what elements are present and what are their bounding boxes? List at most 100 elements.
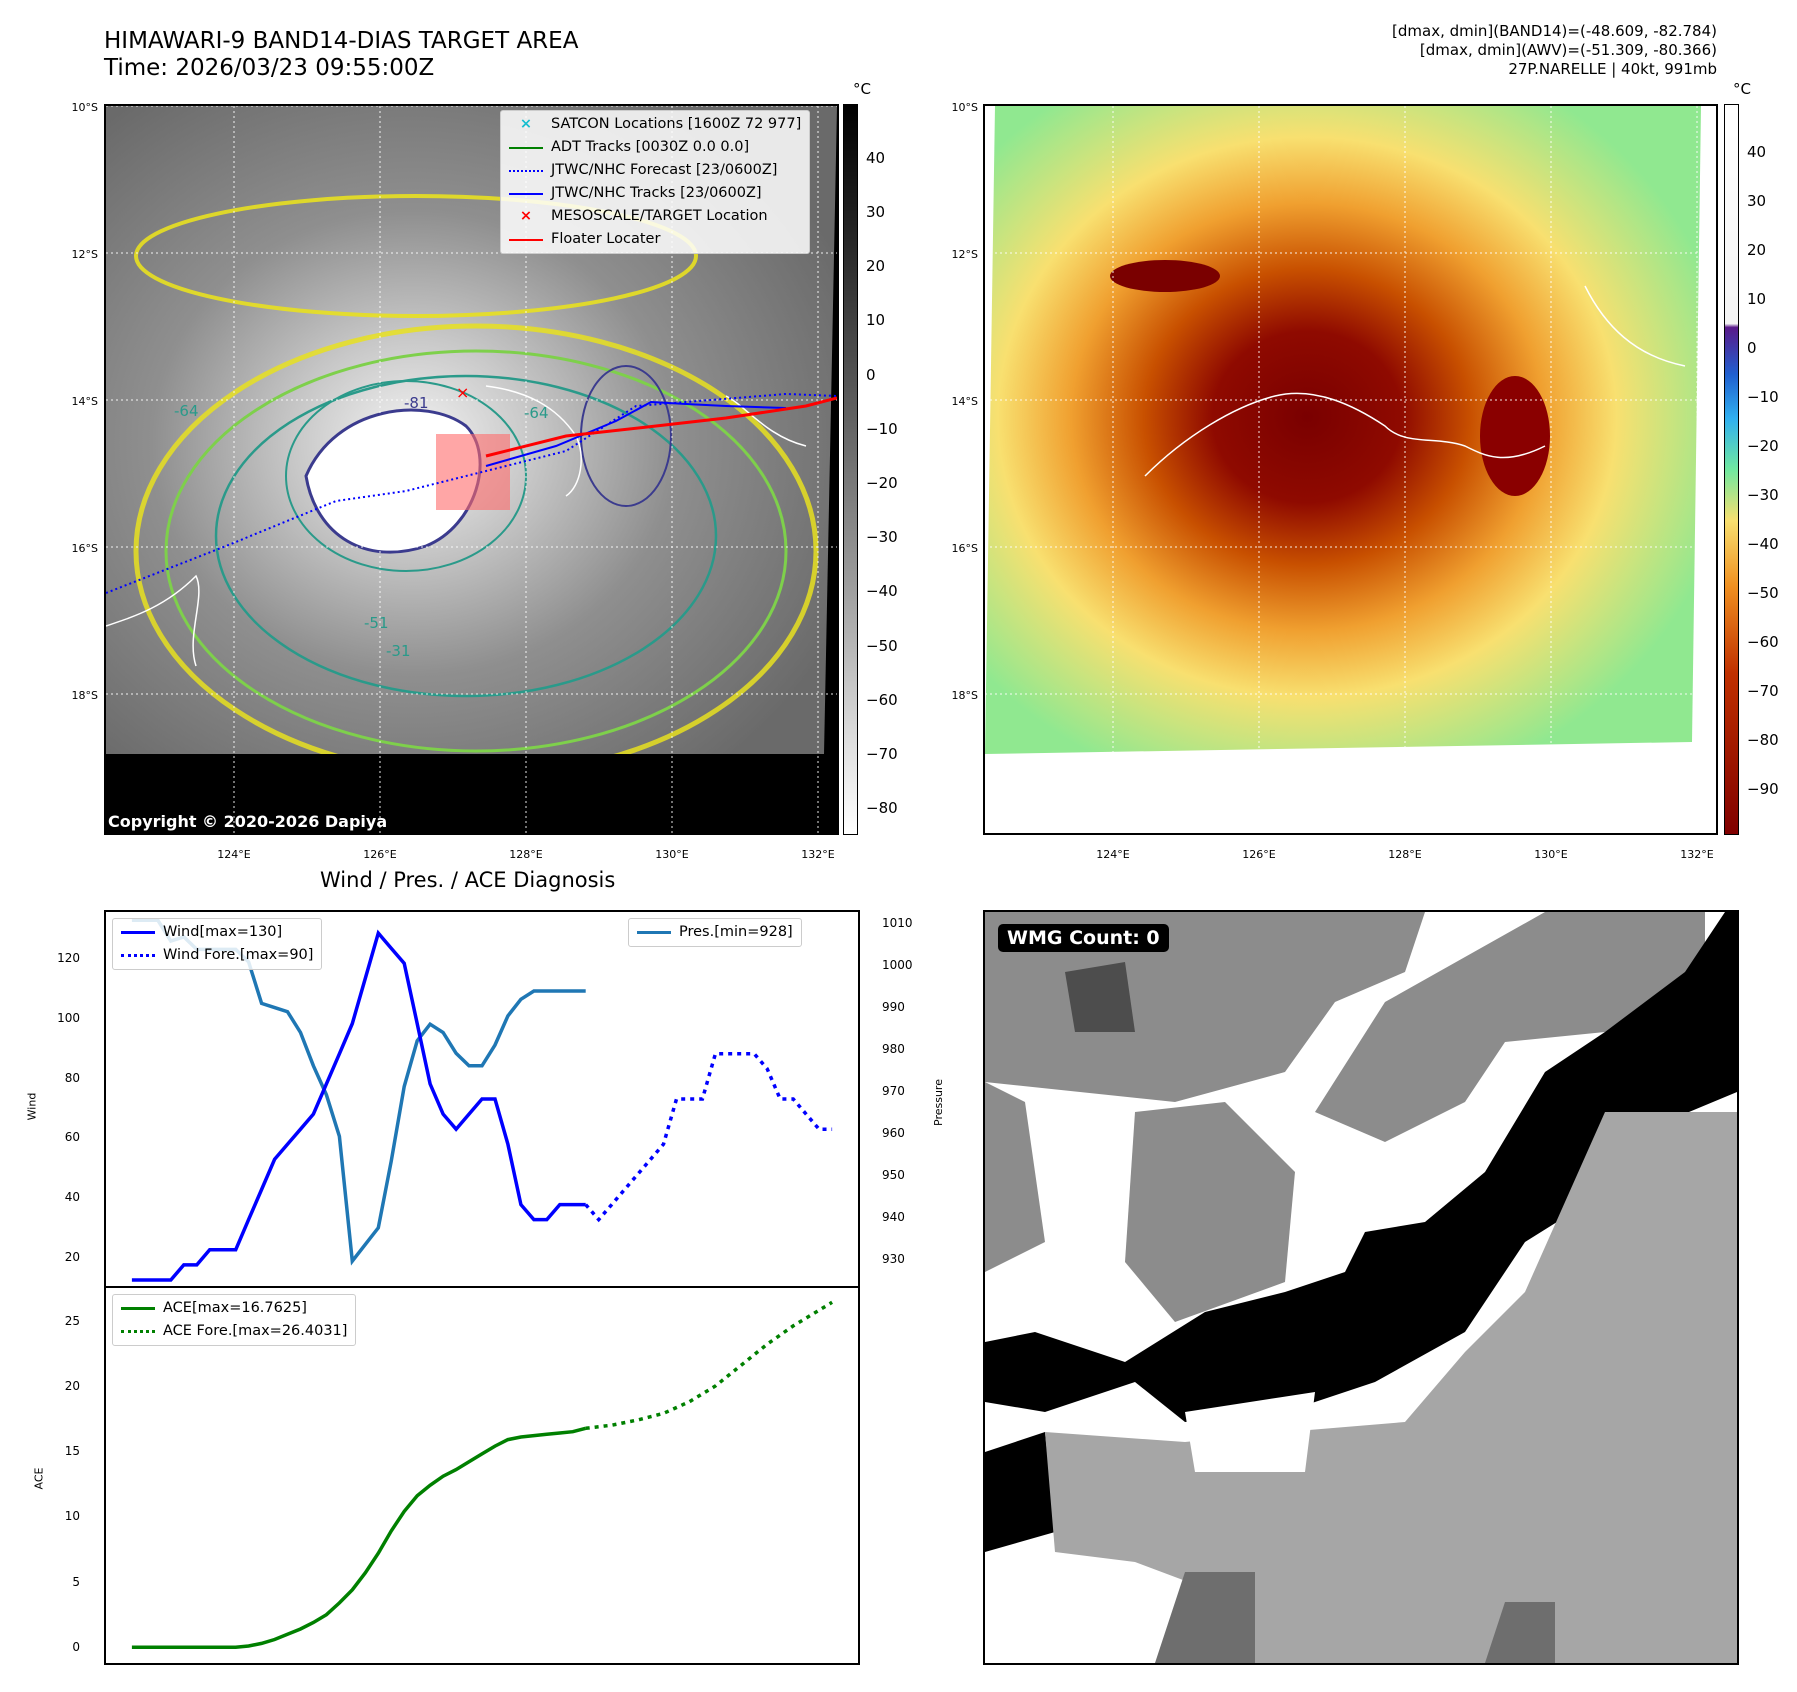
satellite-image: [106, 106, 837, 754]
gray-tick: −70: [866, 745, 898, 763]
wmg-panel: [983, 910, 1739, 1665]
cold-cloud-patch-east: [1480, 376, 1550, 496]
gray-tick: −20: [866, 474, 898, 492]
color-colorbar-unit: °C: [1733, 80, 1751, 98]
lon-label: 128°E: [509, 848, 543, 861]
lat-label: 18°S: [951, 689, 978, 702]
wmg-count-badge: WMG Count: 0: [998, 924, 1169, 952]
wmg-map: [985, 912, 1737, 1663]
wind-ylabel: Wind: [25, 1092, 39, 1121]
lon-label: 130°E: [1534, 848, 1568, 861]
ace-legend: ACE[max=16.7625] ACE Fore.[max=26.4031]: [112, 1294, 357, 1346]
color-tick: −30: [1747, 486, 1779, 504]
pres-tick: 970: [882, 1084, 905, 1098]
band14-map: × -64 -81 -64 -31 -51: [106, 106, 837, 833]
ace-tick: 15: [64, 1444, 80, 1458]
contour-green: [164, 349, 788, 753]
contour-label-5: -51: [364, 614, 389, 632]
ace-plot: [131, 1300, 834, 1650]
gray-tick: −10: [866, 420, 898, 438]
awv-coastline: [1144, 285, 1686, 477]
wmg-gray-region-center: [1125, 1102, 1295, 1322]
wmg-black-band-sw: [985, 1432, 1055, 1552]
pressure-legend: Pres.[min=928]: [628, 918, 802, 947]
jtwc-forecast-line: [106, 392, 837, 594]
pres-tick: 960: [882, 1126, 905, 1140]
ace-ylabel: ACE: [32, 1467, 46, 1490]
wind-tick: 100: [57, 1011, 80, 1025]
wind-tick: 60: [64, 1130, 80, 1144]
wmg-light-gray-region: [1045, 1112, 1737, 1663]
ace-chart: [104, 1286, 860, 1665]
legend-item-ace-fore: ACE Fore.[max=26.4031]: [121, 1320, 347, 1343]
contour-teal: [214, 374, 718, 698]
mesoscale-target-marker: ×: [456, 383, 469, 402]
floater-line-icon: [509, 238, 543, 241]
legend-item-adt: ADT Tracks [0030Z 0.0 0.0]: [509, 136, 801, 159]
ace-tick: 20: [64, 1379, 80, 1393]
copyright-text: Copyright © 2020-2026 Dapiya: [108, 812, 388, 831]
series-line-ace-fore: [585, 1300, 834, 1431]
jtwc-track-line: [485, 400, 787, 467]
mesoscale-marker-icon: ×: [519, 208, 533, 224]
legend-item-wind-fore: Wind Fore.[max=90]: [121, 944, 313, 967]
legend-label-wind-fore: Wind Fore.[max=90]: [163, 947, 314, 963]
wmg-dark-gray-patch-2: [1485, 1602, 1555, 1663]
lat-label: 14°S: [71, 395, 98, 408]
lon-label: 126°E: [363, 848, 397, 861]
pres-tick: 950: [882, 1168, 905, 1182]
contour-label-2: -81: [404, 394, 429, 412]
lon-label: 128°E: [1388, 848, 1422, 861]
legend-item-jtwc-tracks: JTWC/NHC Tracks [23/0600Z]: [509, 182, 801, 205]
contour-north-band: [134, 194, 698, 318]
pres-tick: 940: [882, 1210, 905, 1224]
legend-label-satcon: SATCON Locations [1600Z 72 977]: [551, 116, 802, 132]
legend-label-floater: Floater Locater: [551, 231, 661, 247]
awv-gridlines: [985, 106, 1716, 833]
color-tick: −20: [1747, 437, 1779, 455]
wmg-gray-region-nw: [985, 912, 1425, 1102]
gray-tick: 30: [866, 203, 886, 221]
legend-item-floater: Floater Locater: [509, 228, 801, 251]
color-tick: 10: [1747, 290, 1767, 308]
gray-tick: 0: [866, 366, 876, 384]
legend-item-satcon: × SATCON Locations [1600Z 72 977]: [509, 113, 801, 136]
lat-label: 12°S: [951, 248, 978, 261]
ace-tick: 5: [72, 1575, 80, 1589]
wind-tick: 40: [64, 1190, 80, 1204]
wind-fore-line-icon: [121, 954, 155, 957]
pres-tick: 930: [882, 1252, 905, 1266]
series-line-pres: [131, 918, 586, 1266]
awv-map: [985, 106, 1716, 833]
color-tick: −80: [1747, 731, 1779, 749]
wind-marks: [131, 918, 833, 1282]
color-tick: 20: [1747, 241, 1767, 259]
diagnosis-title: Wind / Pres. / ACE Diagnosis: [320, 868, 616, 892]
gray-tick: −40: [866, 582, 898, 600]
pres-line-icon: [637, 931, 671, 934]
track-line-icon: [509, 192, 543, 195]
pres-tick: 1010: [882, 916, 913, 930]
ace-tick: 10: [64, 1509, 80, 1523]
gray-tick: 40: [866, 149, 886, 167]
gray-colorbar-unit: °C: [853, 80, 871, 98]
awv-map-panel: [983, 104, 1718, 835]
info-line-2: [dmax, dmin](AWV)=(-51.309, -80.366): [1419, 41, 1717, 59]
gray-tick: −50: [866, 637, 898, 655]
wmg-dark-gray-patch: [1155, 1572, 1255, 1663]
series-line-wind-fore: [584, 1052, 833, 1223]
gray-tick: −60: [866, 691, 898, 709]
wmg-dark-region: [1065, 962, 1135, 1032]
lat-label: 18°S: [71, 689, 98, 702]
legend-item-ace: ACE[max=16.7625]: [121, 1297, 347, 1320]
legend-label-wind: Wind[max=130]: [163, 924, 283, 940]
lat-label: 16°S: [71, 542, 98, 555]
color-tick: 30: [1747, 192, 1767, 210]
target-area-box: [436, 434, 510, 510]
legend-label-jtwc-forecast: JTWC/NHC Forecast [23/0600Z]: [551, 162, 778, 178]
info-line-1: [dmax, dmin](BAND14)=(-48.609, -82.784): [1392, 22, 1717, 40]
title-line-2: Time: 2026/03/23 09:55:00Z: [104, 55, 435, 81]
color-tick: −50: [1747, 584, 1779, 602]
legend-item-mesoscale: × MESOSCALE/TARGET Location: [509, 205, 801, 228]
color-tick: −70: [1747, 682, 1779, 700]
